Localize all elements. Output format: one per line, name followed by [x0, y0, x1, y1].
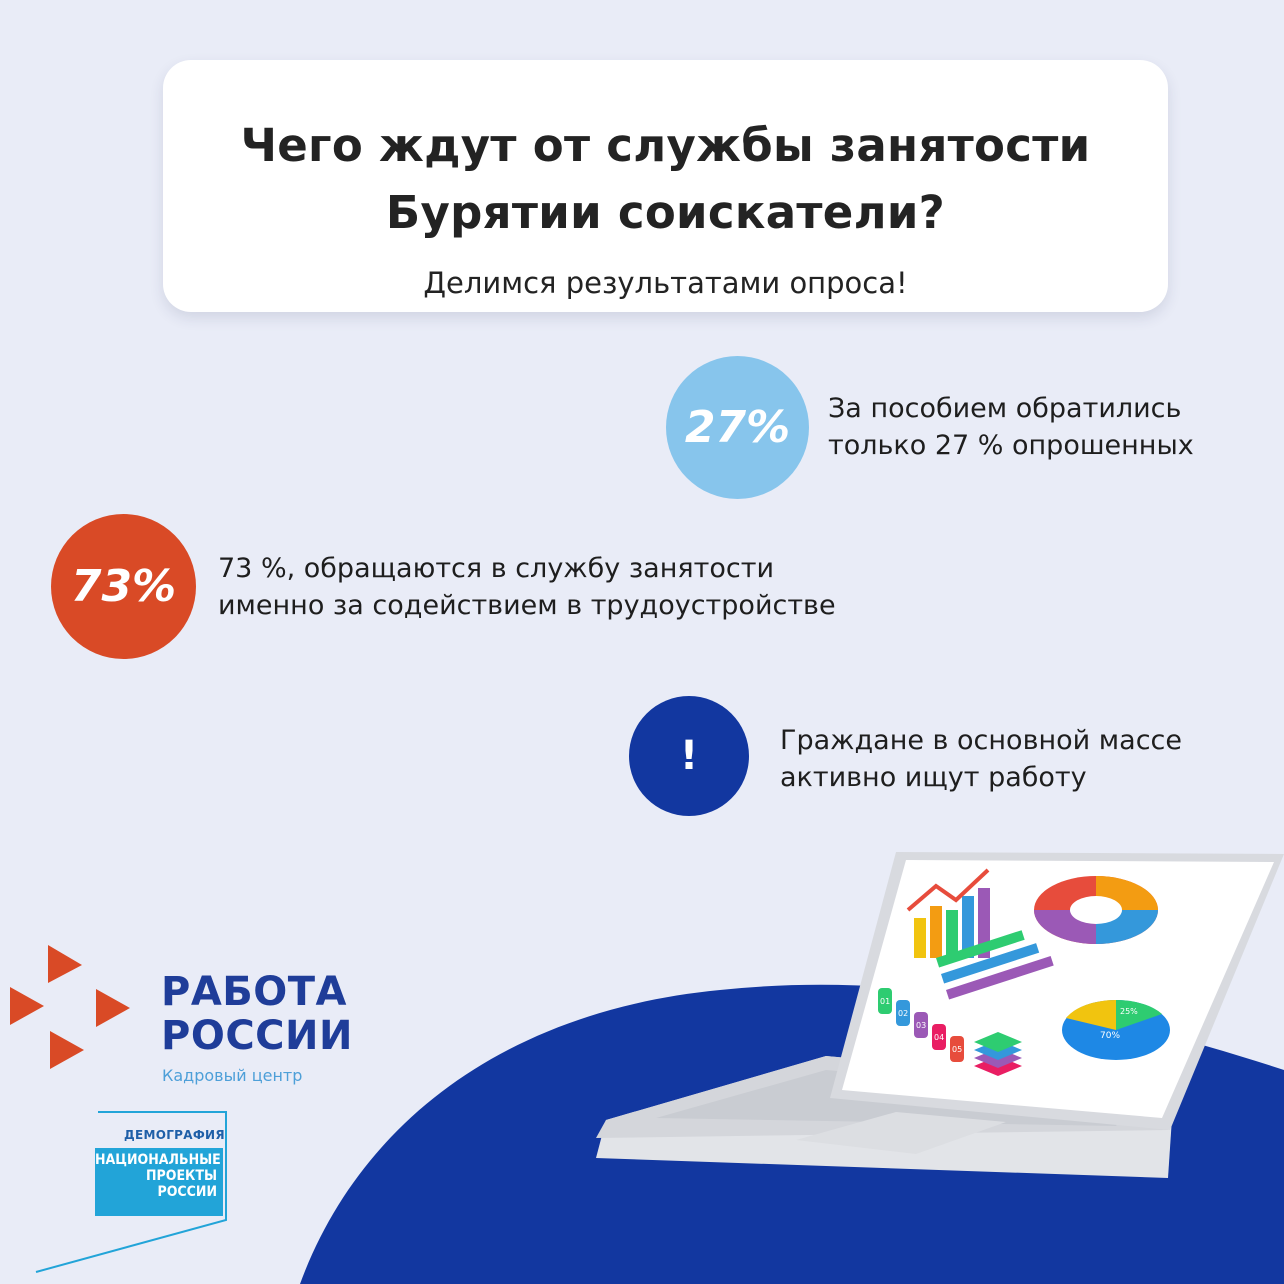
bar-chart-icon	[906, 868, 990, 958]
donut-chart-icon	[1034, 876, 1158, 944]
cylinder-label-5: 05	[952, 1045, 962, 1054]
stat-27-badge: 27%	[666, 356, 809, 499]
numbered-cylinders-icon: 01 02 03 04 05	[878, 988, 964, 1062]
cylinder-label-3: 03	[916, 1021, 926, 1030]
np-line-2: ПРОЕКТЫ	[145, 1168, 217, 1184]
layers-icon	[974, 1032, 1022, 1076]
title-line-1: Чего ждут от службы занятости	[240, 119, 1091, 172]
stat-27-text: За пособием обратились только 27 % опрош…	[828, 390, 1194, 464]
np-line-1: НАЦИОНАЛЬНЫЕ	[95, 1152, 221, 1168]
title-card: Чего ждут от службы занятости Бурятии со…	[163, 60, 1168, 312]
stat-73-line-1: 73 %, обращаются в службу занятости	[218, 553, 774, 584]
stat-73-badge: 73%	[51, 514, 196, 659]
pie-label-70: 70%	[1100, 1031, 1120, 1041]
laptop-icon: 01 02 03 04 05 70% 25%	[596, 852, 1284, 1178]
logo-text-line-1: РАБОТА	[161, 969, 348, 1015]
cylinder-label-2: 02	[898, 1009, 908, 1018]
logo-text-line-2: РОССИИ	[161, 1013, 353, 1059]
stat-73-line-2: именно за содействием в трудоустройстве	[218, 590, 836, 621]
exclamation-text: Граждане в основной массе активно ищут р…	[780, 722, 1182, 796]
rabota-rossii-logo-icon	[10, 945, 130, 1069]
national-projects-logo-icon	[35, 1111, 227, 1273]
pie-chart-icon: 70% 25%	[1062, 999, 1170, 1060]
exclamation-line-2: активно ищут работу	[780, 762, 1087, 793]
demography-label: ДЕМОГРАФИЯ	[124, 1128, 225, 1142]
pie-label-25: 25%	[1120, 1007, 1138, 1016]
exclamation-line-1: Граждане в основной массе	[780, 725, 1182, 756]
cylinder-label-1: 01	[880, 997, 890, 1006]
stat-27-line-1: За пособием обратились	[828, 393, 1182, 424]
logo-subtitle: Кадровый центр	[162, 1066, 303, 1085]
stat-73-text: 73 %, обращаются в службу занятости имен…	[218, 550, 836, 624]
subtitle: Делимся результатами опроса!	[423, 266, 908, 300]
stat-27-line-2: только 27 % опрошенных	[828, 430, 1194, 461]
exclamation-badge: !	[629, 696, 749, 816]
national-projects-box: НАЦИОНАЛЬНЫЕ ПРОЕКТЫ РОССИИ	[95, 1148, 223, 1216]
np-line-3: РОССИИ	[157, 1184, 218, 1200]
page-title: Чего ждут от службы занятости Бурятии со…	[163, 112, 1168, 246]
title-line-2: Бурятии соискатели?	[385, 186, 946, 239]
cylinder-label-4: 04	[934, 1033, 944, 1042]
horizontal-bars-icon	[936, 930, 1054, 1000]
